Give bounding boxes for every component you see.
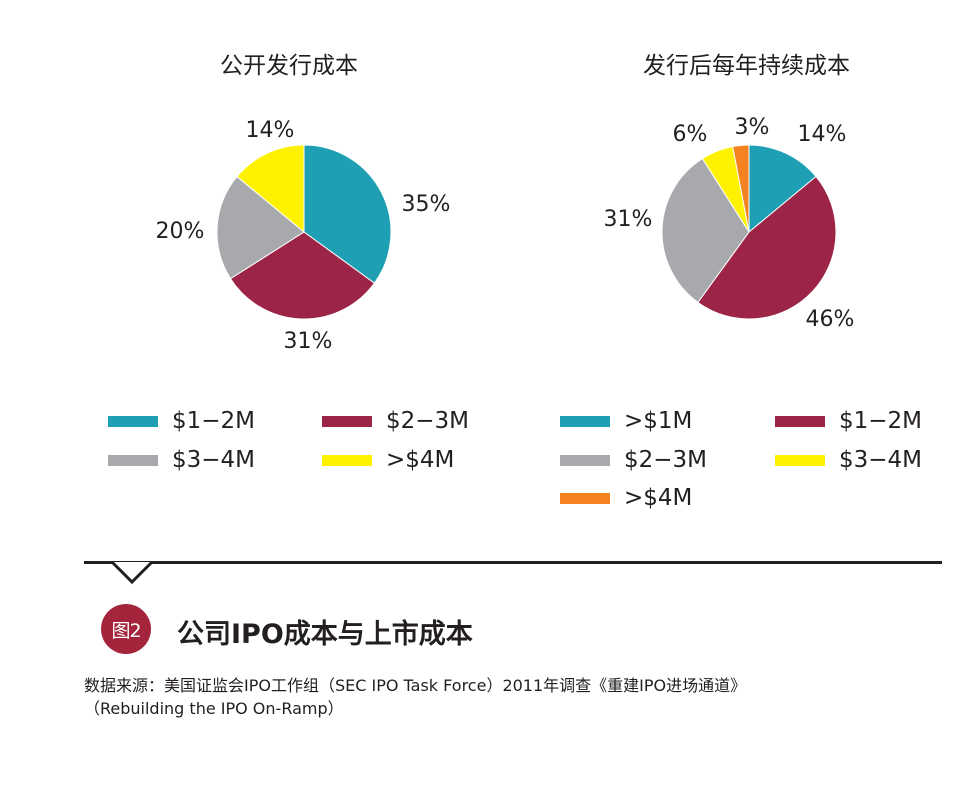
pie-slice bbox=[229, 231, 376, 320]
legend-item-3-4m: $3−4M bbox=[108, 447, 255, 473]
legend-label: $1−2M bbox=[839, 408, 923, 434]
divider bbox=[84, 561, 942, 564]
source-note-line2: （Rebuilding the IPO On-Ramp） bbox=[84, 699, 344, 718]
legend-label: >$1M bbox=[624, 408, 693, 434]
legend-item-1-2m: $1−2M bbox=[108, 408, 255, 434]
legend-label: $2−3M bbox=[624, 447, 708, 473]
legend-label: $3−4M bbox=[172, 447, 256, 473]
legend-item-1-2m: $1−2M bbox=[775, 408, 922, 434]
pie-slice bbox=[236, 144, 305, 234]
pie-slice bbox=[216, 175, 305, 280]
legend-label: $1−2M bbox=[172, 408, 256, 434]
divider-notch-icon bbox=[110, 560, 154, 585]
legend-item-3-4m: $3−4M bbox=[775, 447, 922, 473]
legend-swatch bbox=[322, 454, 372, 466]
pie-slice bbox=[748, 144, 817, 234]
legend-label: >$4M bbox=[624, 485, 693, 511]
legend-swatch bbox=[560, 454, 610, 466]
slice-label: 46% bbox=[806, 307, 855, 332]
chart-title-annual-cost: 发行后每年持续成本 bbox=[643, 53, 850, 79]
slice-label: 31% bbox=[284, 329, 333, 354]
legend-item-2-3m: $2−3M bbox=[322, 408, 469, 434]
legend-item-over-4m: >$4M bbox=[322, 447, 454, 473]
pie-slice bbox=[661, 157, 750, 304]
pie-slice bbox=[697, 175, 837, 320]
figure-badge: 图2 bbox=[101, 604, 151, 654]
slice-label: 3% bbox=[735, 115, 770, 140]
legend-swatch bbox=[560, 492, 610, 504]
legend-item-2-3m: $2−3M bbox=[560, 447, 707, 473]
legend-label: >$4M bbox=[386, 447, 455, 473]
chart-title-ipo-cost: 公开发行成本 bbox=[220, 53, 358, 79]
slice-label: 31% bbox=[604, 207, 653, 232]
source-note-line1: 数据来源：美国证监会IPO工作组（SEC IPO Task Force）2011… bbox=[84, 676, 747, 695]
pie-charts: 35% 31% 20% 14% 14% 46% 31% 6% 3% bbox=[156, 115, 855, 354]
legend-swatch bbox=[108, 454, 158, 466]
figure-title: 公司IPO成本与上市成本 bbox=[177, 619, 473, 650]
slice-label: 20% bbox=[156, 219, 205, 244]
pie-slice bbox=[732, 144, 750, 233]
slice-label: 35% bbox=[402, 192, 451, 217]
pie-slice bbox=[303, 144, 392, 284]
legend-item-under-1m: >$1M bbox=[560, 408, 692, 434]
legend-swatch bbox=[108, 415, 158, 427]
slice-label: 14% bbox=[246, 118, 295, 143]
legend-swatch bbox=[560, 415, 610, 427]
legend-label: $2−3M bbox=[386, 408, 470, 434]
legend-swatch bbox=[322, 415, 372, 427]
slice-label: 6% bbox=[673, 122, 708, 147]
legend-label: $3−4M bbox=[839, 447, 923, 473]
legend-swatch bbox=[775, 454, 825, 466]
legend-item-over-4m: >$4M bbox=[560, 485, 692, 511]
legend-swatch bbox=[775, 415, 825, 427]
slice-label: 14% bbox=[798, 122, 847, 147]
